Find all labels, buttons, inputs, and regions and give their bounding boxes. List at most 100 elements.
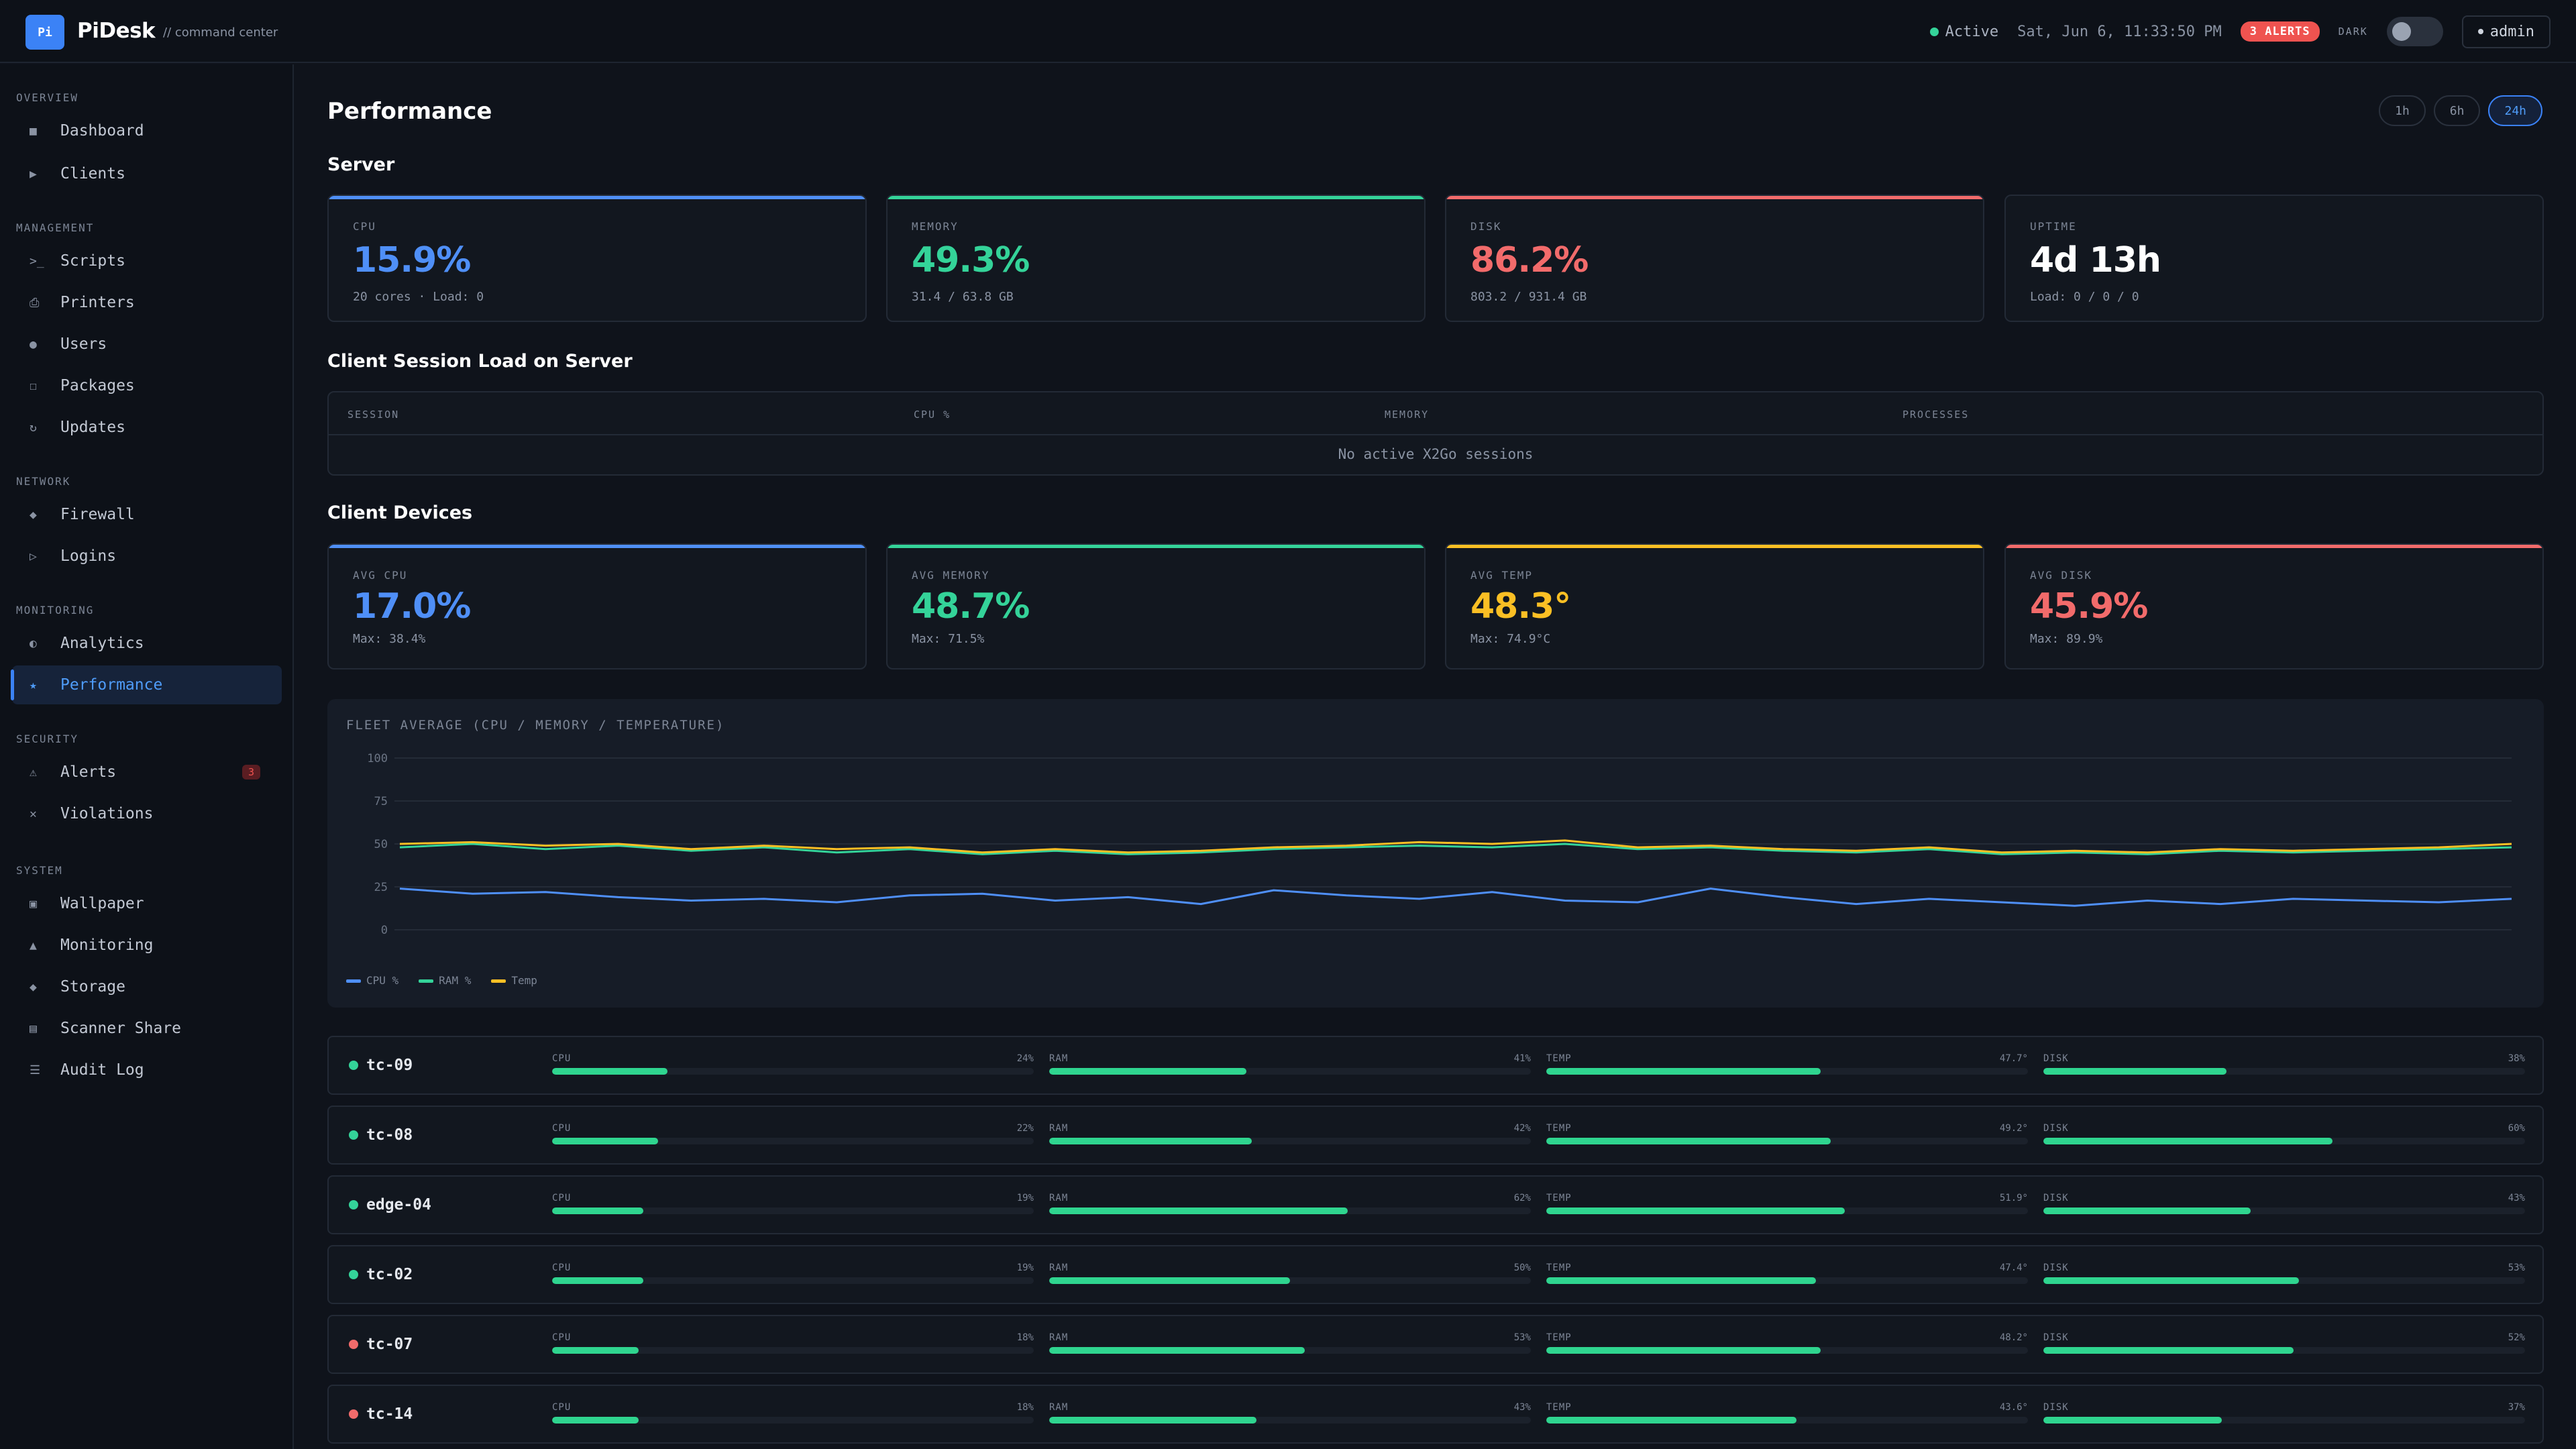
device-metric-ram: RAM 43% [1049,1402,1531,1429]
metric-value: 42% [1513,1123,1531,1134]
datetime: Sat, Jun 6, 11:33:50 PM [2017,23,2222,40]
device-row[interactable]: tc-08 CPU 22% RAM 42% TEMP 49.2° DISK 60% [327,1106,2544,1165]
metric-value: 24% [1016,1053,1034,1064]
sidebar-item-label: Monitoring [60,936,154,954]
y-tick-label: 75 [374,795,388,808]
metric-bar-fill [1546,1208,1845,1214]
device-row[interactable]: tc-02 CPU 19% RAM 50% TEMP 47.4° DISK 53% [327,1245,2544,1304]
device-metric-disk: DISK 53% [2043,1263,2525,1289]
server-disk-card: DISK 86.2% 803.2 / 931.4 GB [1445,195,1984,322]
sidebar-item-dashboard[interactable]: ■ Dashboard [12,111,282,150]
metric-label: TEMP [1546,1053,1572,1064]
sidebar-item-performance[interactable]: ★ Performance [11,665,282,704]
metric-value: 19% [1016,1263,1034,1273]
sidebar-item-wallpaper[interactable]: ▣ Wallpaper [12,884,282,923]
card-value: 4d 13h [2030,240,2161,280]
sidebar-item-label: Clients [60,165,125,182]
sidebar-item-packages[interactable]: ☐ Packages [12,366,282,405]
metric-label: RAM [1049,1193,1069,1203]
series-line-cpu- [399,888,2512,907]
device-row[interactable]: edge-04 CPU 19% RAM 62% TEMP 51.9° DISK 43% [327,1175,2544,1234]
sidebar-item-alerts[interactable]: ⚠ Alerts 3 [12,753,282,792]
metric-bar-fill [1546,1138,1831,1144]
table-divider [329,434,2542,435]
user-menu-button[interactable]: admin [2461,15,2551,48]
series-line-ram- [399,843,2512,855]
card-label: DISK [1470,220,1502,233]
metric-bar-track [1546,1347,2028,1354]
column-header-memory: MEMORY [1385,409,1430,421]
sidebar-item-printers[interactable]: ⎙ Printers [12,283,282,322]
card-sub: Max: 71.5% [912,632,985,646]
sidebar-item-label: Printers [60,294,135,311]
device-row[interactable]: tc-14 CPU 18% RAM 43% TEMP 43.6° DISK 37% [327,1385,2544,1444]
alerts-badge[interactable]: 3 ALERTS [2240,21,2320,42]
metric-bar-track [2043,1068,2525,1075]
metric-value: 18% [1016,1402,1034,1413]
sidebar-item-storage[interactable]: ◆ Storage [12,967,282,1006]
sidebar-item-label: Logins [60,547,117,565]
sidebar-item-scripts[interactable]: >_ Scripts [12,241,282,280]
alerts-count-badge: 3 [241,765,260,780]
sidebar-item-monitoring[interactable]: ▲ Monitoring [12,926,282,965]
metric-bar-track [1546,1208,2028,1214]
user-name: admin [2489,23,2534,40]
card-sub: Load: 0 / 0 / 0 [2030,290,2139,304]
range-24h-button[interactable]: 24h [2488,95,2542,126]
metric-value: 50% [1513,1263,1531,1273]
device-metric-ram: RAM 62% [1049,1193,1531,1220]
sidebar-item-label: Audit Log [60,1061,144,1079]
range-1h-button[interactable]: 1h [2379,95,2426,126]
metric-bar-fill [2043,1417,2222,1424]
metric-bar-fill [1546,1347,1821,1354]
warning-icon: ⚠ [30,765,37,780]
scanner-icon: ▤ [30,1021,37,1036]
theme-toggle[interactable] [2386,17,2443,46]
metric-label: DISK [2043,1123,2069,1134]
login-icon: ▷ [30,549,37,564]
sidebar-item-users[interactable]: ● Users [12,325,282,364]
device-row[interactable]: tc-07 CPU 18% RAM 53% TEMP 48.2° DISK 52% [327,1315,2544,1374]
metric-label: RAM [1049,1402,1069,1413]
metric-bar-track [2043,1208,2525,1214]
card-accent [1446,196,1983,199]
nav-section-security: SECURITY [16,733,79,745]
sidebar-item-clients[interactable]: ▶ Clients [12,154,282,193]
metric-bar-track [2043,1277,2525,1284]
avg-cpu-card: AVG CPU 17.0% Max: 38.4% [327,543,867,669]
card-value: 17.0% [353,586,471,627]
range-6h-button[interactable]: 6h [2433,95,2481,126]
sidebar-item-updates[interactable]: ↻ Updates [12,408,282,447]
device-metric-cpu: CPU 22% [552,1123,1034,1150]
metric-value: 43.6° [1999,1402,2028,1413]
metric-bar-fill [552,1277,644,1284]
metric-label: RAM [1049,1263,1069,1273]
sidebar-item-logins[interactable]: ▷ Logins [12,537,282,576]
card-accent [888,196,1424,199]
metric-bar-fill [552,1347,639,1354]
star-icon: ★ [30,678,37,692]
metric-bar-track [1049,1277,1531,1284]
device-name: tc-09 [366,1057,413,1074]
sidebar-item-analytics[interactable]: ◐ Analytics [12,624,282,663]
metric-value: 51.9° [1999,1193,2028,1203]
card-accent [1446,545,1983,548]
nav-section-system: SYSTEM [16,864,63,877]
sidebar-item-scanner-share[interactable]: ▤ Scanner Share [12,1009,282,1048]
app-logo[interactable]: Pi [25,15,64,50]
metric-bar-track [2043,1347,2525,1354]
metric-value: 53% [2508,1263,2525,1273]
metric-label: CPU [552,1332,572,1343]
dashboard-icon: ■ [30,123,37,138]
y-tick-label: 25 [374,881,388,894]
device-row[interactable]: tc-09 CPU 24% RAM 41% TEMP 47.7° DISK 38% [327,1036,2544,1095]
terminal-icon: >_ [30,254,44,268]
series-line-temp [399,839,2512,854]
sidebar-item-firewall[interactable]: ◆ Firewall [12,495,282,534]
sidebar-item-label: Packages [60,377,135,394]
sidebar-item-violations[interactable]: ✕ Violations [12,794,282,833]
card-label: AVG MEMORY [912,569,990,582]
sidebar-item-audit-log[interactable]: ☰ Audit Log [12,1051,282,1089]
device-name: edge-04 [366,1196,431,1214]
sidebar-item-label: Violations [60,805,154,822]
